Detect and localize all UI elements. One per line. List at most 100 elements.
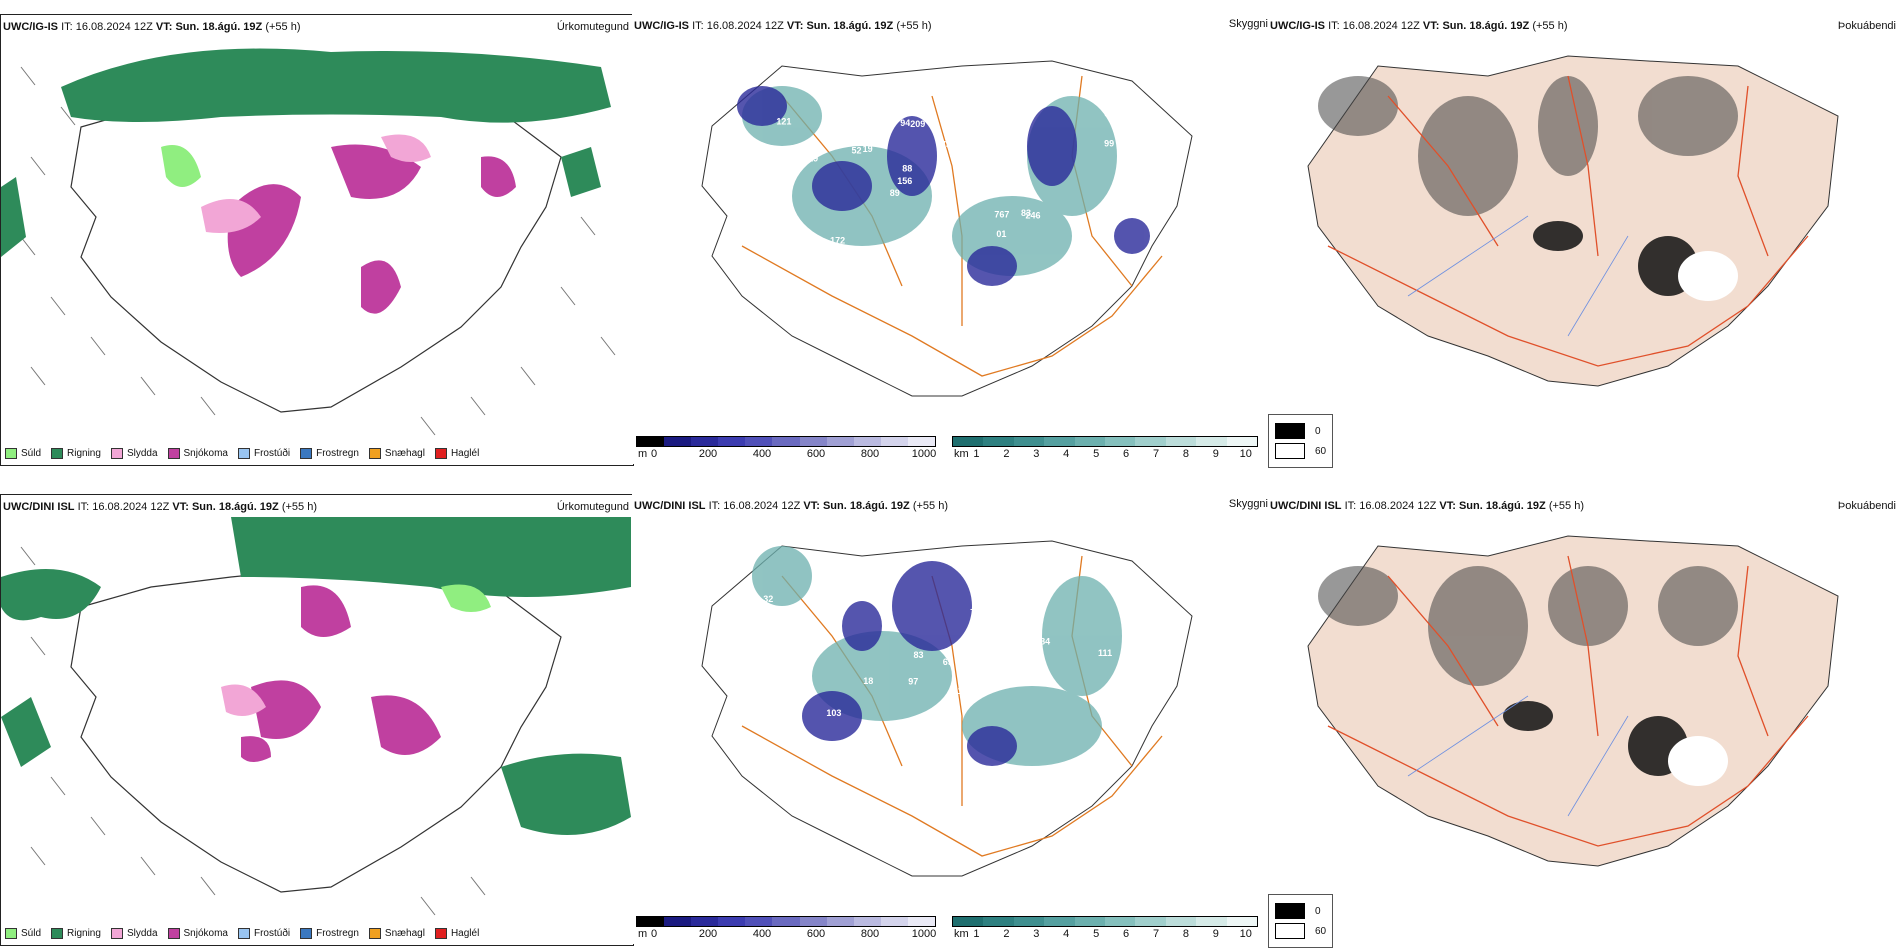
init-time-label: IT: [61, 21, 73, 33]
valid-time: Sun. 18.ágú. 19Z [806, 20, 894, 32]
lead-time: (+55 h) [896, 20, 932, 32]
cloud-base-value: 01 [996, 229, 1006, 239]
colorbar-tick: 4 [1063, 928, 1070, 940]
fog-clear [1678, 251, 1738, 301]
visibility-colorbar: 1 2 3 4 5 6 7 8 9 10 km [952, 436, 1258, 462]
valid-time: Sun. 18.ágú. 19Z [175, 21, 263, 33]
cloud-base-value: 111 [1098, 648, 1112, 658]
legend-label: Frostúði [253, 928, 291, 939]
colorbar-segment [953, 437, 984, 446]
legend-label: Snæhagl [384, 928, 425, 939]
panel-header: UWC/IG-IS IT: 16.08.2024 12Z VT: Sun. 18… [634, 20, 932, 32]
fog-shading [1318, 566, 1738, 686]
colorbar-tick: 8 [1182, 448, 1189, 460]
colorbar-segment [1226, 437, 1258, 446]
colorbar-segment [745, 437, 773, 446]
height-unit: m [638, 448, 648, 460]
legend-label: Súld [21, 928, 42, 939]
colorbar-tick: 5 [1093, 928, 1100, 940]
cloud-base-value: 156 [897, 176, 912, 186]
colorbar-tick: 0 [650, 448, 658, 460]
fog-legend-swatch [1275, 923, 1305, 939]
colorbar-segment [1165, 917, 1197, 926]
legend-item: Haglél [434, 448, 479, 459]
cloud-base-value: 172 [830, 236, 845, 246]
valid-time-label: VT: [1422, 20, 1440, 32]
lead-time: (+55 h) [1532, 20, 1568, 32]
valid-time: Sun. 18.ágú. 19Z [822, 500, 910, 512]
fog-panel-row1: UWC/IG-IS IT: 16.08.2024 12Z VT: Sun. 18… [1268, 14, 1900, 468]
cloud-base-value: 81 [1130, 650, 1140, 660]
panel-title: Úrkomutegund [556, 501, 629, 513]
sleet-area [221, 684, 266, 716]
legend-swatch [368, 448, 381, 459]
colorbar-segment [664, 917, 692, 926]
roads [1327, 75, 1809, 367]
colorbar-segment [799, 917, 827, 926]
legend-swatch [300, 448, 313, 459]
cloud-base-value: 64 [991, 129, 1001, 139]
model-name: UWC/DINI ISL [634, 500, 706, 512]
visibility-colorbar: 1 2 3 4 5 6 7 8 9 10 km [952, 916, 1258, 942]
legend-item: Frostúði [237, 448, 290, 459]
panel-title: Þokuábendi [1837, 20, 1896, 32]
cloud-base-value: 94 [900, 118, 910, 128]
valid-time-label: VT: [172, 501, 189, 513]
colorbar-tick: 10 [1239, 448, 1252, 460]
init-time: 16.08.2024 12Z [75, 21, 153, 33]
drizzle-area [441, 584, 491, 612]
legend-item: Slydda [110, 928, 158, 939]
colorbar-segment [664, 437, 692, 446]
cloud-base-value: 101 [817, 262, 832, 272]
colorbar-tick: 1 [973, 928, 980, 940]
model-name: UWC/DINI ISL [1270, 500, 1342, 512]
legend-item: Frostregn [300, 928, 359, 939]
legend-swatch [368, 928, 381, 939]
height-colorbar: 0 200 400 600 800 1000 m [636, 436, 936, 462]
legend-label: Frostregn [316, 928, 359, 939]
init-time-label: IT: [1328, 20, 1340, 32]
cloud-base-value: 79 [963, 155, 973, 165]
colorbar-segment [691, 437, 719, 446]
panel-title: Þokuábendi [1837, 500, 1896, 512]
fog-panel-row2: UWC/DINI ISL IT: 16.08.2024 12Z VT: Sun.… [1268, 494, 1900, 948]
cloud-base-value: 85 [790, 284, 800, 294]
cloud-base-value: 19 [808, 154, 818, 164]
fog-shading [1318, 76, 1738, 216]
cloud-base-value: 19 [863, 144, 873, 154]
colorbar-tick: 400 [752, 448, 772, 460]
colorbar-segment [1226, 917, 1258, 926]
cloud-base-value: 83 [914, 650, 924, 660]
cloud-base-value: 73 [941, 140, 951, 150]
lead-time: (+55 h) [912, 500, 948, 512]
rain-area [231, 517, 631, 597]
valid-time-label: VT: [1439, 500, 1456, 512]
cloud-base-value: 569 [1141, 158, 1156, 168]
cloud-base-value: 125 [944, 292, 959, 302]
cloud-base-value: 213 [749, 719, 764, 729]
colorbar-tick: 2 [1003, 928, 1010, 940]
colorbar-segment [853, 437, 881, 446]
fog-indicator-map [1307, 55, 1839, 387]
cloud-base-value: 284 [1035, 636, 1050, 646]
fog-legend-label: 0 [1315, 425, 1321, 437]
model-name: UWC/IG-IS [634, 20, 689, 32]
valid-time: Sun. 18.ágú. 19Z [1458, 500, 1546, 512]
colorbar-tick: 9 [1212, 928, 1219, 940]
legend-item: Frostúði [237, 928, 291, 939]
colorbar-tick: 6 [1123, 448, 1130, 460]
colorbar-segment [983, 437, 1014, 446]
colorbar-segment [953, 917, 984, 926]
legend-swatch [51, 448, 64, 459]
cloud-base-value: 97 [908, 676, 918, 686]
legend-swatch [51, 928, 64, 939]
panel-header: UWC/DINI ISL IT: 16.08.2024 12Z VT: Sun.… [3, 501, 317, 513]
legend-label: Rigning [67, 928, 101, 939]
colorbar-segment [691, 917, 719, 926]
legend-item: Snjókoma [167, 448, 228, 459]
legend-label: Snæhagl [384, 448, 425, 459]
init-time: 16.08.2024 12Z [706, 20, 784, 32]
fog-legend-item: 60 [1275, 443, 1326, 459]
panel-header: UWC/IG-IS IT: 16.08.2024 12Z VT: Sun. 18… [1270, 20, 1568, 32]
legend-swatch [5, 448, 17, 459]
